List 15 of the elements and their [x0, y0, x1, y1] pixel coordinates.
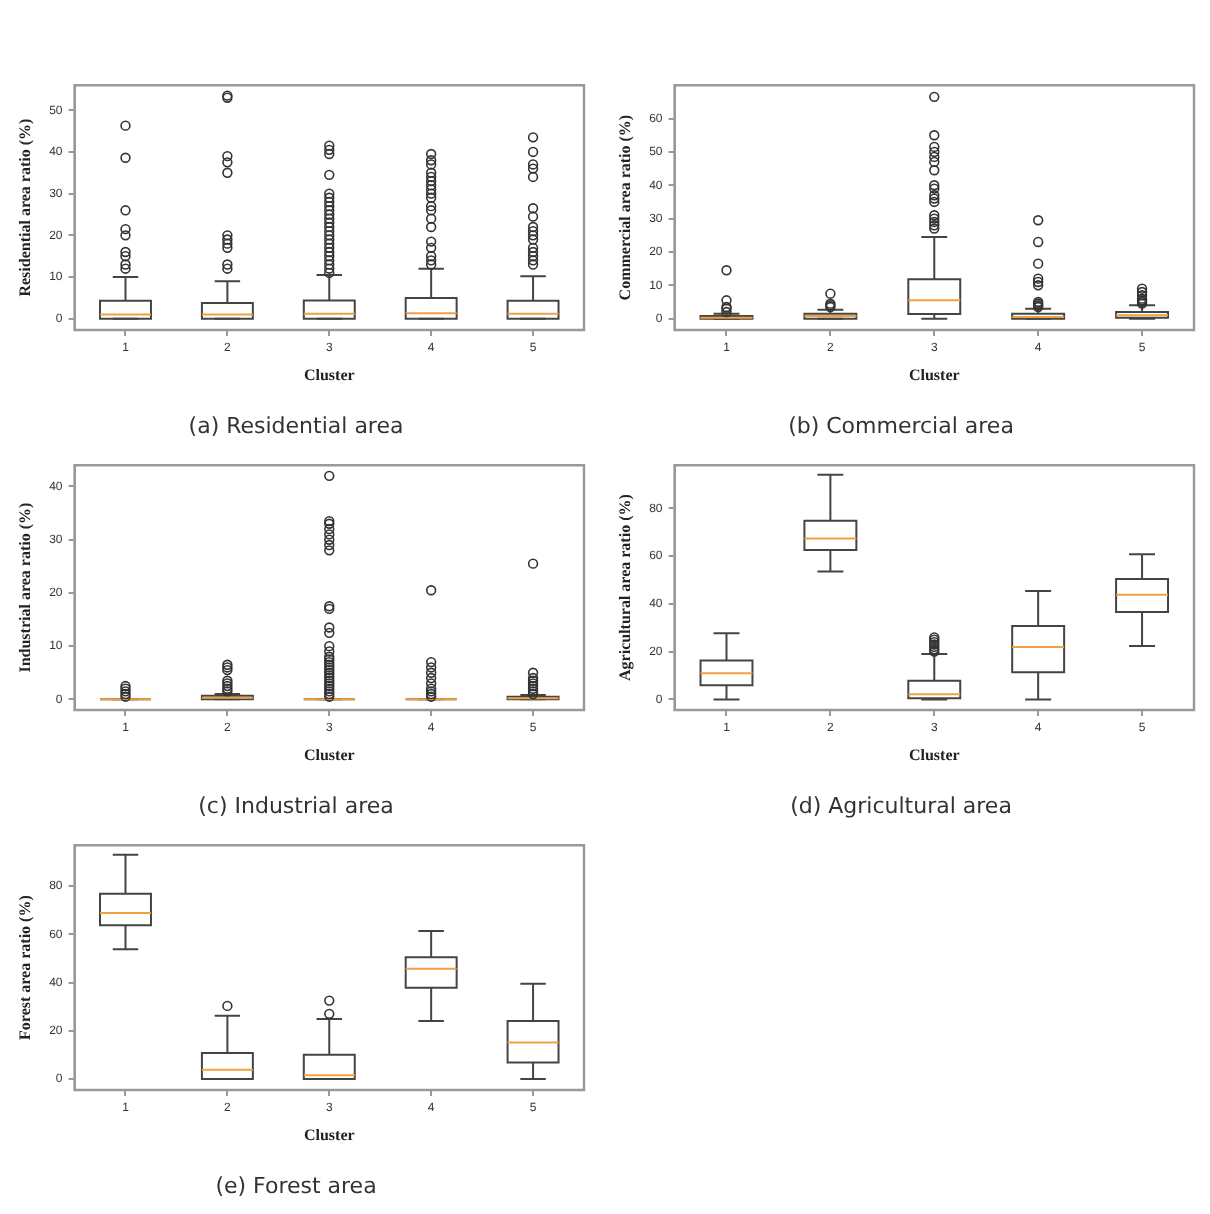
x-axis-title: Cluster	[303, 366, 356, 385]
y-axis-title: Residential area ratio (%)	[15, 117, 34, 297]
y-axis-title: Commercial area ratio (%)	[615, 114, 634, 301]
text: (d) Agricultural area	[790, 792, 1012, 819]
text: (b) Commercial area	[788, 412, 1014, 439]
text: (c) Industrial area	[198, 792, 394, 819]
y-axis-title: Industrial area ratio (%)	[15, 501, 34, 673]
text: (a) Residential area	[188, 412, 404, 439]
y-axis-title: Agricultural area ratio (%)	[615, 493, 634, 681]
x-axis-title: Cluster	[908, 366, 961, 385]
x-axis-title: Cluster	[303, 746, 356, 765]
y-axis-title: Forest area ratio (%)	[15, 894, 34, 1040]
x-axis-title: Cluster	[908, 746, 961, 765]
text: (e) Forest area	[215, 1172, 377, 1199]
x-axis-title: Cluster	[303, 1126, 356, 1145]
